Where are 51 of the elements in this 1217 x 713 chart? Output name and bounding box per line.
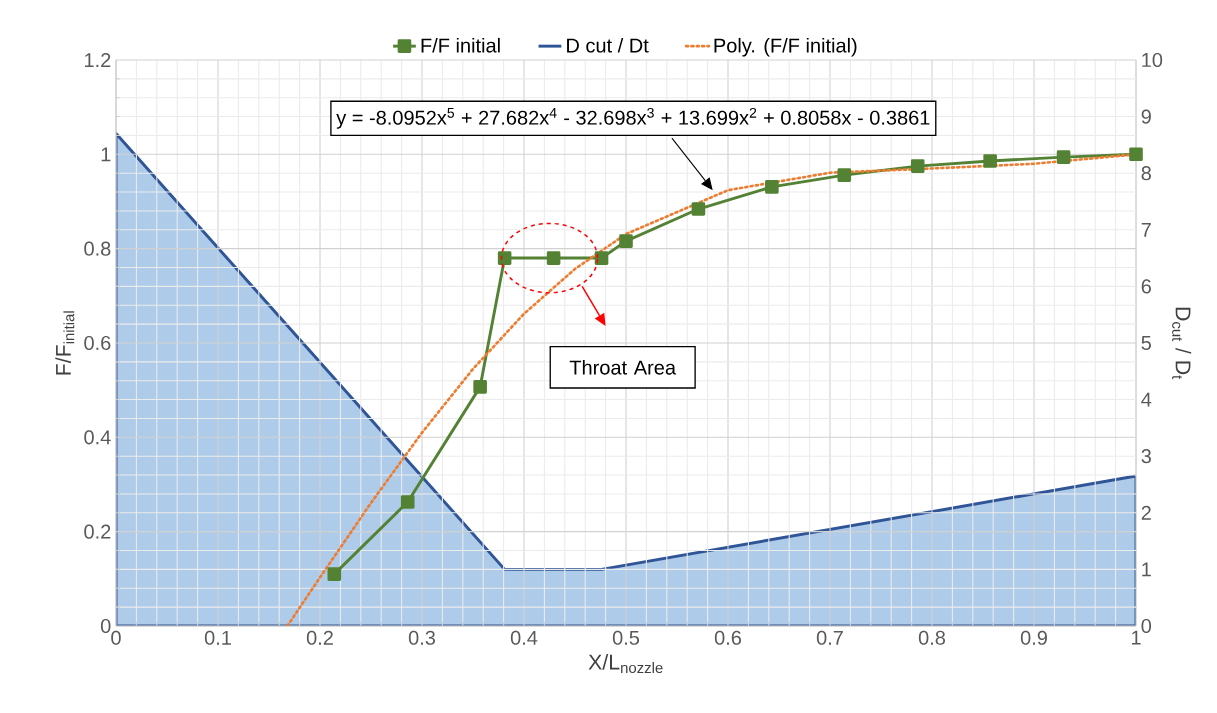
point — [691, 202, 706, 216]
point — [1129, 147, 1143, 162]
point — [327, 567, 342, 581]
y-tick-label: 0.2 — [84, 524, 111, 539]
x-tick-label: 0.3 — [408, 630, 436, 645]
point — [983, 154, 997, 168]
point — [594, 251, 609, 265]
x-tick-label: 0.7 — [816, 630, 843, 645]
y2-tick-label: 1 — [1142, 562, 1151, 577]
x-tick-label: 0.4 — [510, 630, 538, 645]
y-tick-label: 1.2 — [85, 53, 111, 67]
point — [619, 234, 633, 248]
y-tick-label: 0.6 — [84, 335, 111, 351]
x-tick-label: 0.9 — [1020, 630, 1047, 645]
y2-axis-title: D$_{cut}$ / D$_{t}$ — [1172, 307, 1192, 380]
point — [400, 495, 415, 509]
legend-label: Poly. (F/F initial) — [714, 37, 857, 57]
point — [910, 159, 925, 173]
y2-tick-label: 6 — [1141, 279, 1151, 294]
x-tick-label: 1 — [1131, 630, 1141, 645]
y2-tick-label: 0 — [1141, 618, 1152, 634]
text: D cut / Dt — [567, 37, 649, 53]
y-tick-label: 0.4 — [84, 430, 111, 445]
y2-tick-label: 10 — [1142, 52, 1163, 68]
text: y = -8.0952x$^{5}$ + 27.682x$^{4}$ - 32.698x$^{3}$ + 13.699x$^{2}$ + 0.8058x - 0.3861 — [336, 107, 930, 129]
point — [765, 180, 779, 194]
x-tick-label: 0.1 — [204, 630, 231, 645]
point — [546, 251, 561, 265]
x-tick-label: 0.2 — [306, 630, 333, 645]
x-tick-label: 0.5 — [612, 630, 640, 645]
y-tick-label: 0.8 — [84, 241, 111, 256]
y-axis-title: F/F$_{initial}$ — [55, 311, 75, 375]
y2-tick-label: 5 — [1141, 336, 1151, 350]
point — [497, 251, 512, 265]
x-tick-label: 0.6 — [714, 630, 742, 645]
y-tick-label: 1 — [101, 147, 111, 162]
y-tick-label: 0 — [100, 618, 111, 634]
point — [1056, 150, 1071, 164]
y2-tick-label: 9 — [1141, 109, 1151, 124]
x-tick-label: 0 — [111, 630, 121, 645]
y2-tick-label: 3 — [1141, 449, 1151, 464]
y2-tick-label: 8 — [1141, 166, 1151, 181]
y2-tick-label: 2 — [1141, 505, 1151, 520]
x-axis-title: X/L$_{nozzle}$ — [588, 654, 663, 674]
annotation: Throat Area — [569, 359, 677, 375]
legend-label: F/F initial — [421, 37, 500, 53]
point — [473, 380, 487, 394]
y2-tick-label: 4 — [1141, 392, 1152, 407]
point — [837, 168, 852, 182]
x-tick-label: 0.8 — [918, 630, 946, 645]
y2-tick-label: 7 — [1141, 222, 1151, 237]
